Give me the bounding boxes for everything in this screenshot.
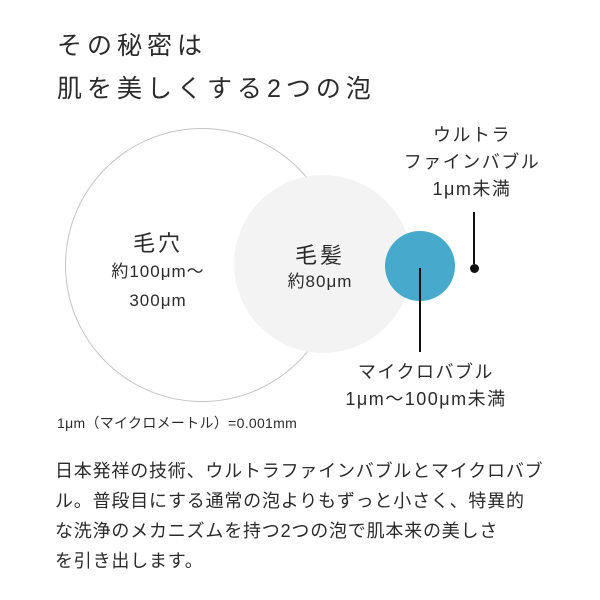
- ultra-fine-bubble-size: 1μm未満: [432, 179, 512, 199]
- page-title-line2: 肌を美しくする2つの泡: [57, 75, 376, 103]
- ultra-fine-bubble-dot: [470, 264, 479, 273]
- ultra-fine-bubble-pointer-line: [473, 212, 475, 264]
- ultra-fine-bubble-name-line2: ファインバブル: [403, 152, 541, 172]
- description-line1: 日本発祥の技術、ウルトラファインバブルとマイクロバブ: [55, 461, 544, 481]
- micrometer-note: 1μm（マイクロメートル）=0.001mm: [57, 415, 298, 431]
- micro-bubble-pointer-line: [419, 268, 421, 352]
- description-line3: な洗浄のメカニズムを持つ2つの泡で肌本来の美しさ: [55, 521, 499, 541]
- hair-label: 毛髪 約80μm: [288, 243, 353, 296]
- page-title: その秘密は 肌を美しくする2つの泡: [57, 25, 376, 111]
- micro-bubble-label: マイクロバブル 1μm〜100μm未満: [345, 359, 506, 413]
- pore-label: 毛穴 約100μm〜 300μm: [111, 231, 204, 315]
- pore-size-line1: 約100μm〜: [111, 262, 205, 281]
- hair-name: 毛髪: [294, 243, 345, 268]
- hair-size: 約80μm: [287, 272, 353, 291]
- micro-bubble-size: 1μm〜100μm未満: [345, 389, 507, 409]
- ultra-fine-bubble-name-line1: ウルトラ: [433, 125, 511, 145]
- ultra-fine-bubble-label: ウルトラ ファインバブル 1μm未満: [404, 122, 541, 203]
- description-line2: ル。普段目にする通常の泡よりもずっと小さく、特異的: [55, 491, 525, 511]
- description-line4: を引き出します。: [55, 551, 204, 571]
- hair-circle: [234, 175, 412, 353]
- pore-name: 毛穴: [132, 231, 184, 256]
- description-paragraph: 日本発祥の技術、ウルトラファインバブルとマイクロバブ ル。普段目にする通常の泡よ…: [55, 456, 543, 576]
- pore-size-line2: 300μm: [129, 291, 187, 310]
- page-title-line1: その秘密は: [57, 32, 208, 60]
- micro-bubble-name: マイクロバブル: [357, 362, 495, 382]
